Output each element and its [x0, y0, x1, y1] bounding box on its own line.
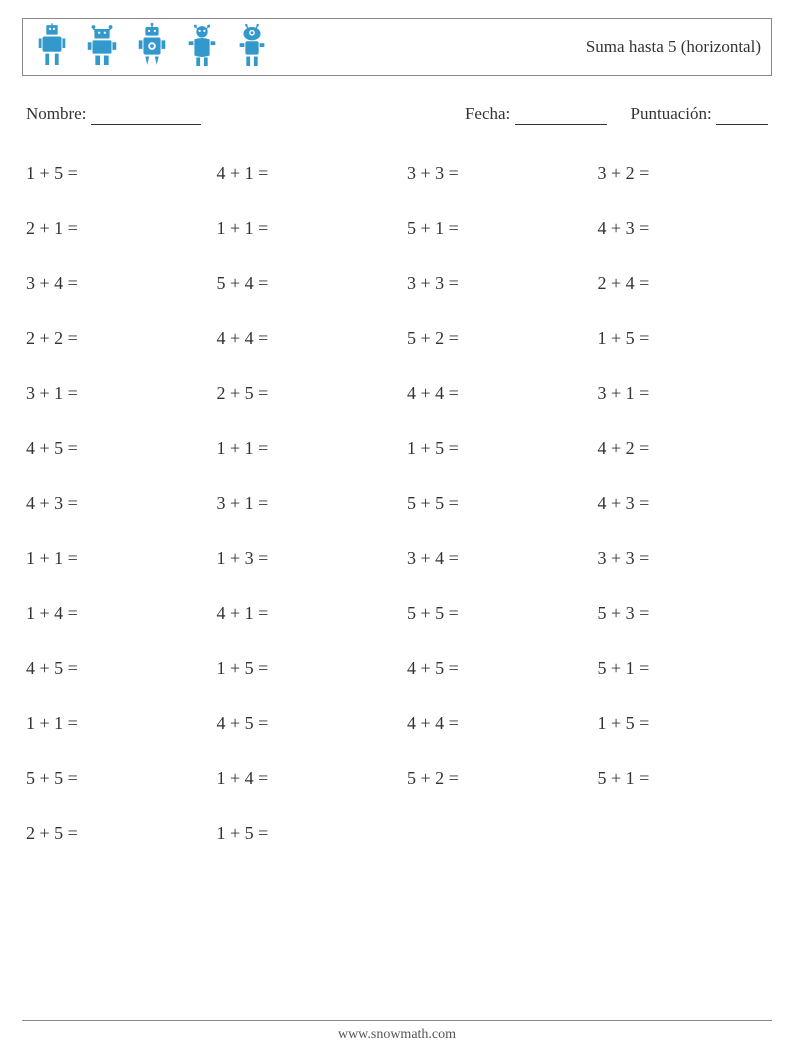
score-label: Puntuación:	[631, 104, 712, 123]
problem-cell: 2 + 5 =	[217, 383, 388, 404]
name-blank	[91, 104, 201, 125]
footer-url: www.snowmath.com	[338, 1027, 456, 1042]
name-label: Nombre:	[26, 104, 86, 123]
problem-cell: 1 + 1 =	[26, 713, 197, 734]
robot-icon-1	[33, 23, 71, 71]
score-field: Puntuación:	[631, 104, 768, 125]
problem-cell: 1 + 3 =	[217, 548, 388, 569]
problem-cell: 5 + 4 =	[217, 273, 388, 294]
problem-cell: 3 + 4 =	[407, 548, 578, 569]
problems-grid: 1 + 5 = 4 + 1 = 3 + 3 = 3 + 2 = 2 + 1 = 1 + 1…	[22, 155, 772, 844]
problem-cell: 1 + 4 =	[217, 768, 388, 789]
problem-cell: 5 + 1 =	[598, 658, 769, 679]
problem-cell: 5 + 2 =	[407, 768, 578, 789]
footer: www.snowmath.com	[22, 1020, 772, 1043]
robot-icon-2	[83, 23, 121, 71]
problem-cell: 3 + 3 =	[598, 548, 769, 569]
robot-icon-3	[133, 23, 171, 71]
problem-cell: 2 + 4 =	[598, 273, 769, 294]
problem-cell: 3 + 2 =	[598, 163, 769, 184]
problem-cell: 4 + 5 =	[407, 658, 578, 679]
problem-cell: 4 + 1 =	[217, 163, 388, 184]
date-label: Fecha:	[465, 104, 510, 123]
problem-cell: 1 + 1 =	[217, 438, 388, 459]
problem-cell: 2 + 5 =	[26, 823, 197, 844]
problem-cell: 3 + 1 =	[26, 383, 197, 404]
problem-cell: 4 + 3 =	[26, 493, 197, 514]
problem-cell: 5 + 1 =	[598, 768, 769, 789]
date-blank	[515, 104, 607, 125]
problem-cell: 5 + 3 =	[598, 603, 769, 624]
info-row: Nombre: Fecha: Puntuación:	[22, 104, 772, 125]
problem-cell: 4 + 3 =	[598, 493, 769, 514]
problem-cell: 1 + 5 =	[598, 328, 769, 349]
problem-cell: 4 + 1 =	[217, 603, 388, 624]
problem-cell: 3 + 3 =	[407, 273, 578, 294]
problem-cell: 3 + 1 =	[598, 383, 769, 404]
problem-cell: 4 + 3 =	[598, 218, 769, 239]
date-field: Fecha:	[465, 104, 607, 125]
problem-cell: 1 + 1 =	[217, 218, 388, 239]
problem-cell: 1 + 5 =	[217, 658, 388, 679]
problem-cell: 5 + 5 =	[26, 768, 197, 789]
problem-cell: 5 + 5 =	[407, 493, 578, 514]
problem-cell: 3 + 3 =	[407, 163, 578, 184]
score-blank	[716, 104, 768, 125]
problem-cell: 1 + 1 =	[26, 548, 197, 569]
robot-icon-4	[183, 23, 221, 71]
problem-cell: 3 + 4 =	[26, 273, 197, 294]
problem-cell: 2 + 2 =	[26, 328, 197, 349]
problem-cell: 4 + 2 =	[598, 438, 769, 459]
problem-cell: 1 + 5 =	[598, 713, 769, 734]
header-box: Suma hasta 5 (horizontal)	[22, 18, 772, 76]
problem-cell: 1 + 5 =	[26, 163, 197, 184]
problem-cell: 5 + 1 =	[407, 218, 578, 239]
problem-cell: 4 + 5 =	[26, 438, 197, 459]
problem-cell: 5 + 5 =	[407, 603, 578, 624]
name-field: Nombre:	[26, 104, 397, 125]
problem-cell: 4 + 4 =	[407, 383, 578, 404]
problem-cell: 2 + 1 =	[26, 218, 197, 239]
robot-icon-5	[233, 23, 271, 71]
problem-cell: 4 + 5 =	[217, 713, 388, 734]
problem-cell: 5 + 2 =	[407, 328, 578, 349]
problem-cell: 1 + 5 =	[407, 438, 578, 459]
problem-cell: 1 + 5 =	[217, 823, 388, 844]
problem-cell: 4 + 5 =	[26, 658, 197, 679]
problem-cell: 1 + 4 =	[26, 603, 197, 624]
problem-cell: 4 + 4 =	[217, 328, 388, 349]
problem-cell: 3 + 1 =	[217, 493, 388, 514]
worksheet-title: Suma hasta 5 (horizontal)	[586, 37, 761, 57]
robot-icons-row	[33, 23, 271, 71]
problem-cell: 4 + 4 =	[407, 713, 578, 734]
